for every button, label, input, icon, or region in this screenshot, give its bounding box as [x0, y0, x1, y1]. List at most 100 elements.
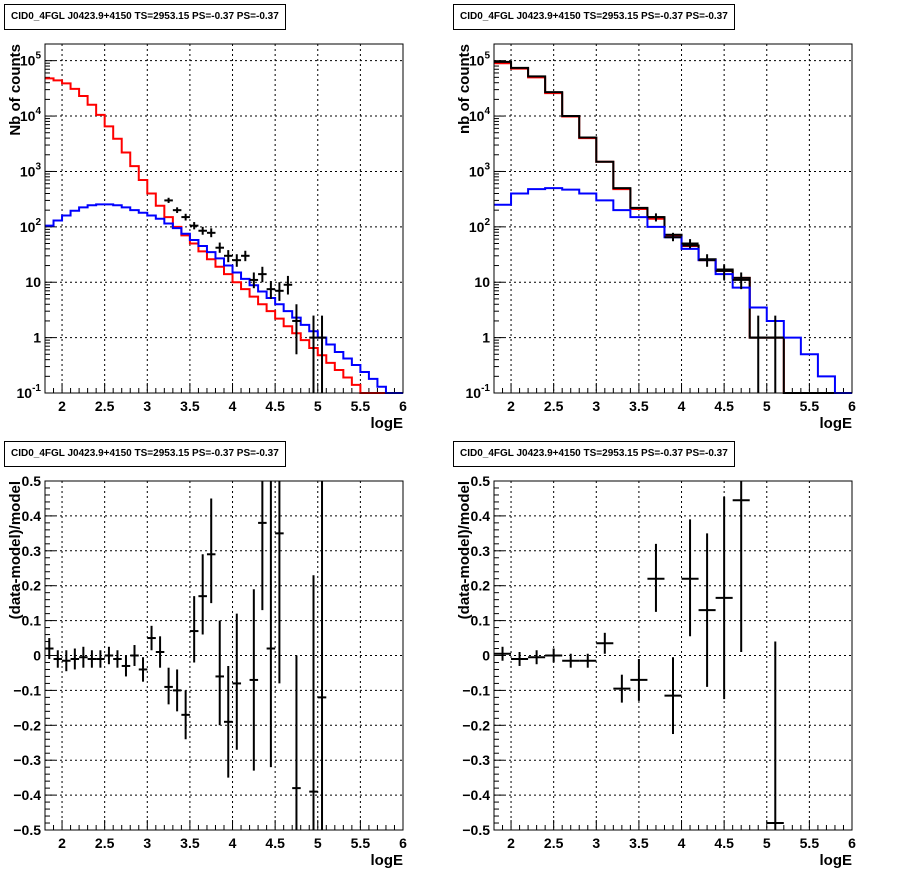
x-tick-label: 4.5: [265, 835, 285, 851]
data-point: [172, 207, 182, 213]
data-point: [681, 519, 699, 637]
data-point: [749, 315, 767, 393]
data-point: [172, 669, 182, 712]
y-tick-label: 0.1: [22, 613, 42, 629]
y-tick-label: 105: [20, 51, 42, 69]
x-axis-label: logE: [820, 852, 853, 869]
y-tick-label: 0: [482, 648, 490, 664]
data-point: [130, 645, 139, 666]
data-point: [232, 613, 242, 750]
data-point: [562, 653, 580, 668]
x-tick-label: 3.5: [180, 398, 200, 414]
data-points: [494, 481, 784, 830]
y-tick-label: 0.1: [471, 613, 491, 629]
y-tick-label: 102: [469, 217, 491, 235]
data-point: [266, 481, 276, 768]
x-tick-label: 4.5: [714, 398, 734, 414]
data-point: [664, 657, 682, 735]
axis-ticks: [44, 43, 404, 394]
x-axis-label: logE: [371, 852, 404, 869]
x-tick-label: 6: [399, 398, 407, 414]
y-tick-label: −0.3: [462, 752, 490, 768]
data-point: [511, 652, 529, 666]
data-points: [164, 197, 327, 393]
data-point: [715, 496, 733, 700]
data-point: [53, 650, 63, 668]
series-line: [45, 77, 403, 394]
y-axis-label: nb of counts: [456, 44, 473, 134]
plot-frame: [493, 43, 853, 394]
x-tick-label: 5.5: [800, 835, 820, 851]
series-line: [45, 203, 403, 394]
y-tick-label: 105: [469, 51, 491, 69]
y-axis-label: Nb of counts: [7, 44, 24, 136]
x-tick-label: 5: [763, 835, 771, 851]
chart-title: CID0_4FGL J0423.9+4150 TS=2953.15 PS=-0.…: [4, 441, 286, 467]
data-point: [292, 655, 301, 830]
data-point: [79, 646, 88, 668]
chart-counts-right: 2 2.5 3 3.5 4 4.5 5 5.5 6 10-1 1 10 102 103 104 105 logE…: [456, 43, 856, 432]
x-tick-label: 6: [848, 835, 856, 851]
data-point: [45, 638, 54, 659]
data-point: [579, 653, 597, 668]
x-tick-label: 5: [314, 835, 322, 851]
grid: [494, 44, 852, 393]
y-tick-label: 10-1: [17, 383, 42, 401]
y-tick-label: 103: [20, 161, 42, 179]
data-point: [494, 646, 512, 661]
chart-title: CID0_4FGL J0423.9+4150 TS=2953.15 PS=-0.…: [453, 4, 735, 30]
data-point: [198, 554, 207, 635]
x-tick-label: 4: [229, 398, 237, 414]
data-point: [596, 632, 614, 654]
data-point: [198, 226, 207, 235]
y-tick-label: −0.4: [13, 787, 41, 803]
y-tick-label: 103: [469, 161, 491, 179]
y-axis-label: (data-model)/model: [7, 481, 24, 619]
data-point: [317, 315, 327, 393]
y-tick-label: −0.4: [462, 787, 490, 803]
axis-ticks: [493, 43, 853, 394]
data-point: [181, 213, 190, 221]
axis-ticks: [44, 480, 404, 831]
y-tick-label: 0.3: [471, 543, 491, 559]
x-tick-label: 5: [314, 398, 322, 414]
y-tick-label: −0.3: [13, 752, 41, 768]
x-tick-label: 2.5: [544, 835, 564, 851]
data-point: [121, 655, 131, 677]
y-tick-label: 0.5: [471, 473, 491, 489]
x-tick-label: 2: [58, 835, 66, 851]
data-point: [232, 254, 242, 267]
data-point: [766, 315, 784, 393]
data-point: [275, 481, 284, 684]
y-tick-label: 0.2: [471, 578, 491, 594]
grid: [45, 481, 403, 830]
data-point: [164, 667, 173, 705]
data-point: [613, 674, 631, 703]
y-tick-label: −0.5: [462, 822, 490, 838]
y-tick-label: 104: [20, 106, 42, 124]
data-point: [664, 232, 682, 242]
data-point: [766, 641, 784, 830]
data-point: [258, 266, 267, 283]
chart-title: CID0_4FGL J0423.9+4150 TS=2953.15 PS=-0.…: [453, 441, 735, 467]
data-point: [206, 498, 216, 604]
x-tick-label: 3: [592, 398, 600, 414]
plot-frame: [44, 480, 404, 831]
y-tick-label: 10-1: [466, 383, 491, 401]
y-tick-label: 10: [474, 274, 490, 290]
y-axis-label: (data-model)/model: [456, 481, 473, 619]
x-tick-label: 4: [678, 835, 686, 851]
data-point: [189, 596, 199, 663]
x-tick-label: 5.5: [351, 835, 371, 851]
data-point: [164, 197, 173, 203]
chart-residual-left: 2 2.5 3 3.5 4 4.5 5 5.5 6 −0.5 −0.4 −0.3 −0.2 −0.1 0 0.…: [7, 473, 407, 869]
x-tick-label: 2.5: [95, 835, 115, 851]
x-tick-label: 4.5: [714, 835, 734, 851]
data-point: [138, 657, 148, 682]
y-tick-label: 0.4: [471, 508, 491, 524]
data-point: [630, 658, 648, 701]
data-point: [249, 272, 259, 289]
data-point: [147, 625, 156, 651]
data-point: [224, 665, 233, 778]
data-points: [45, 481, 327, 830]
